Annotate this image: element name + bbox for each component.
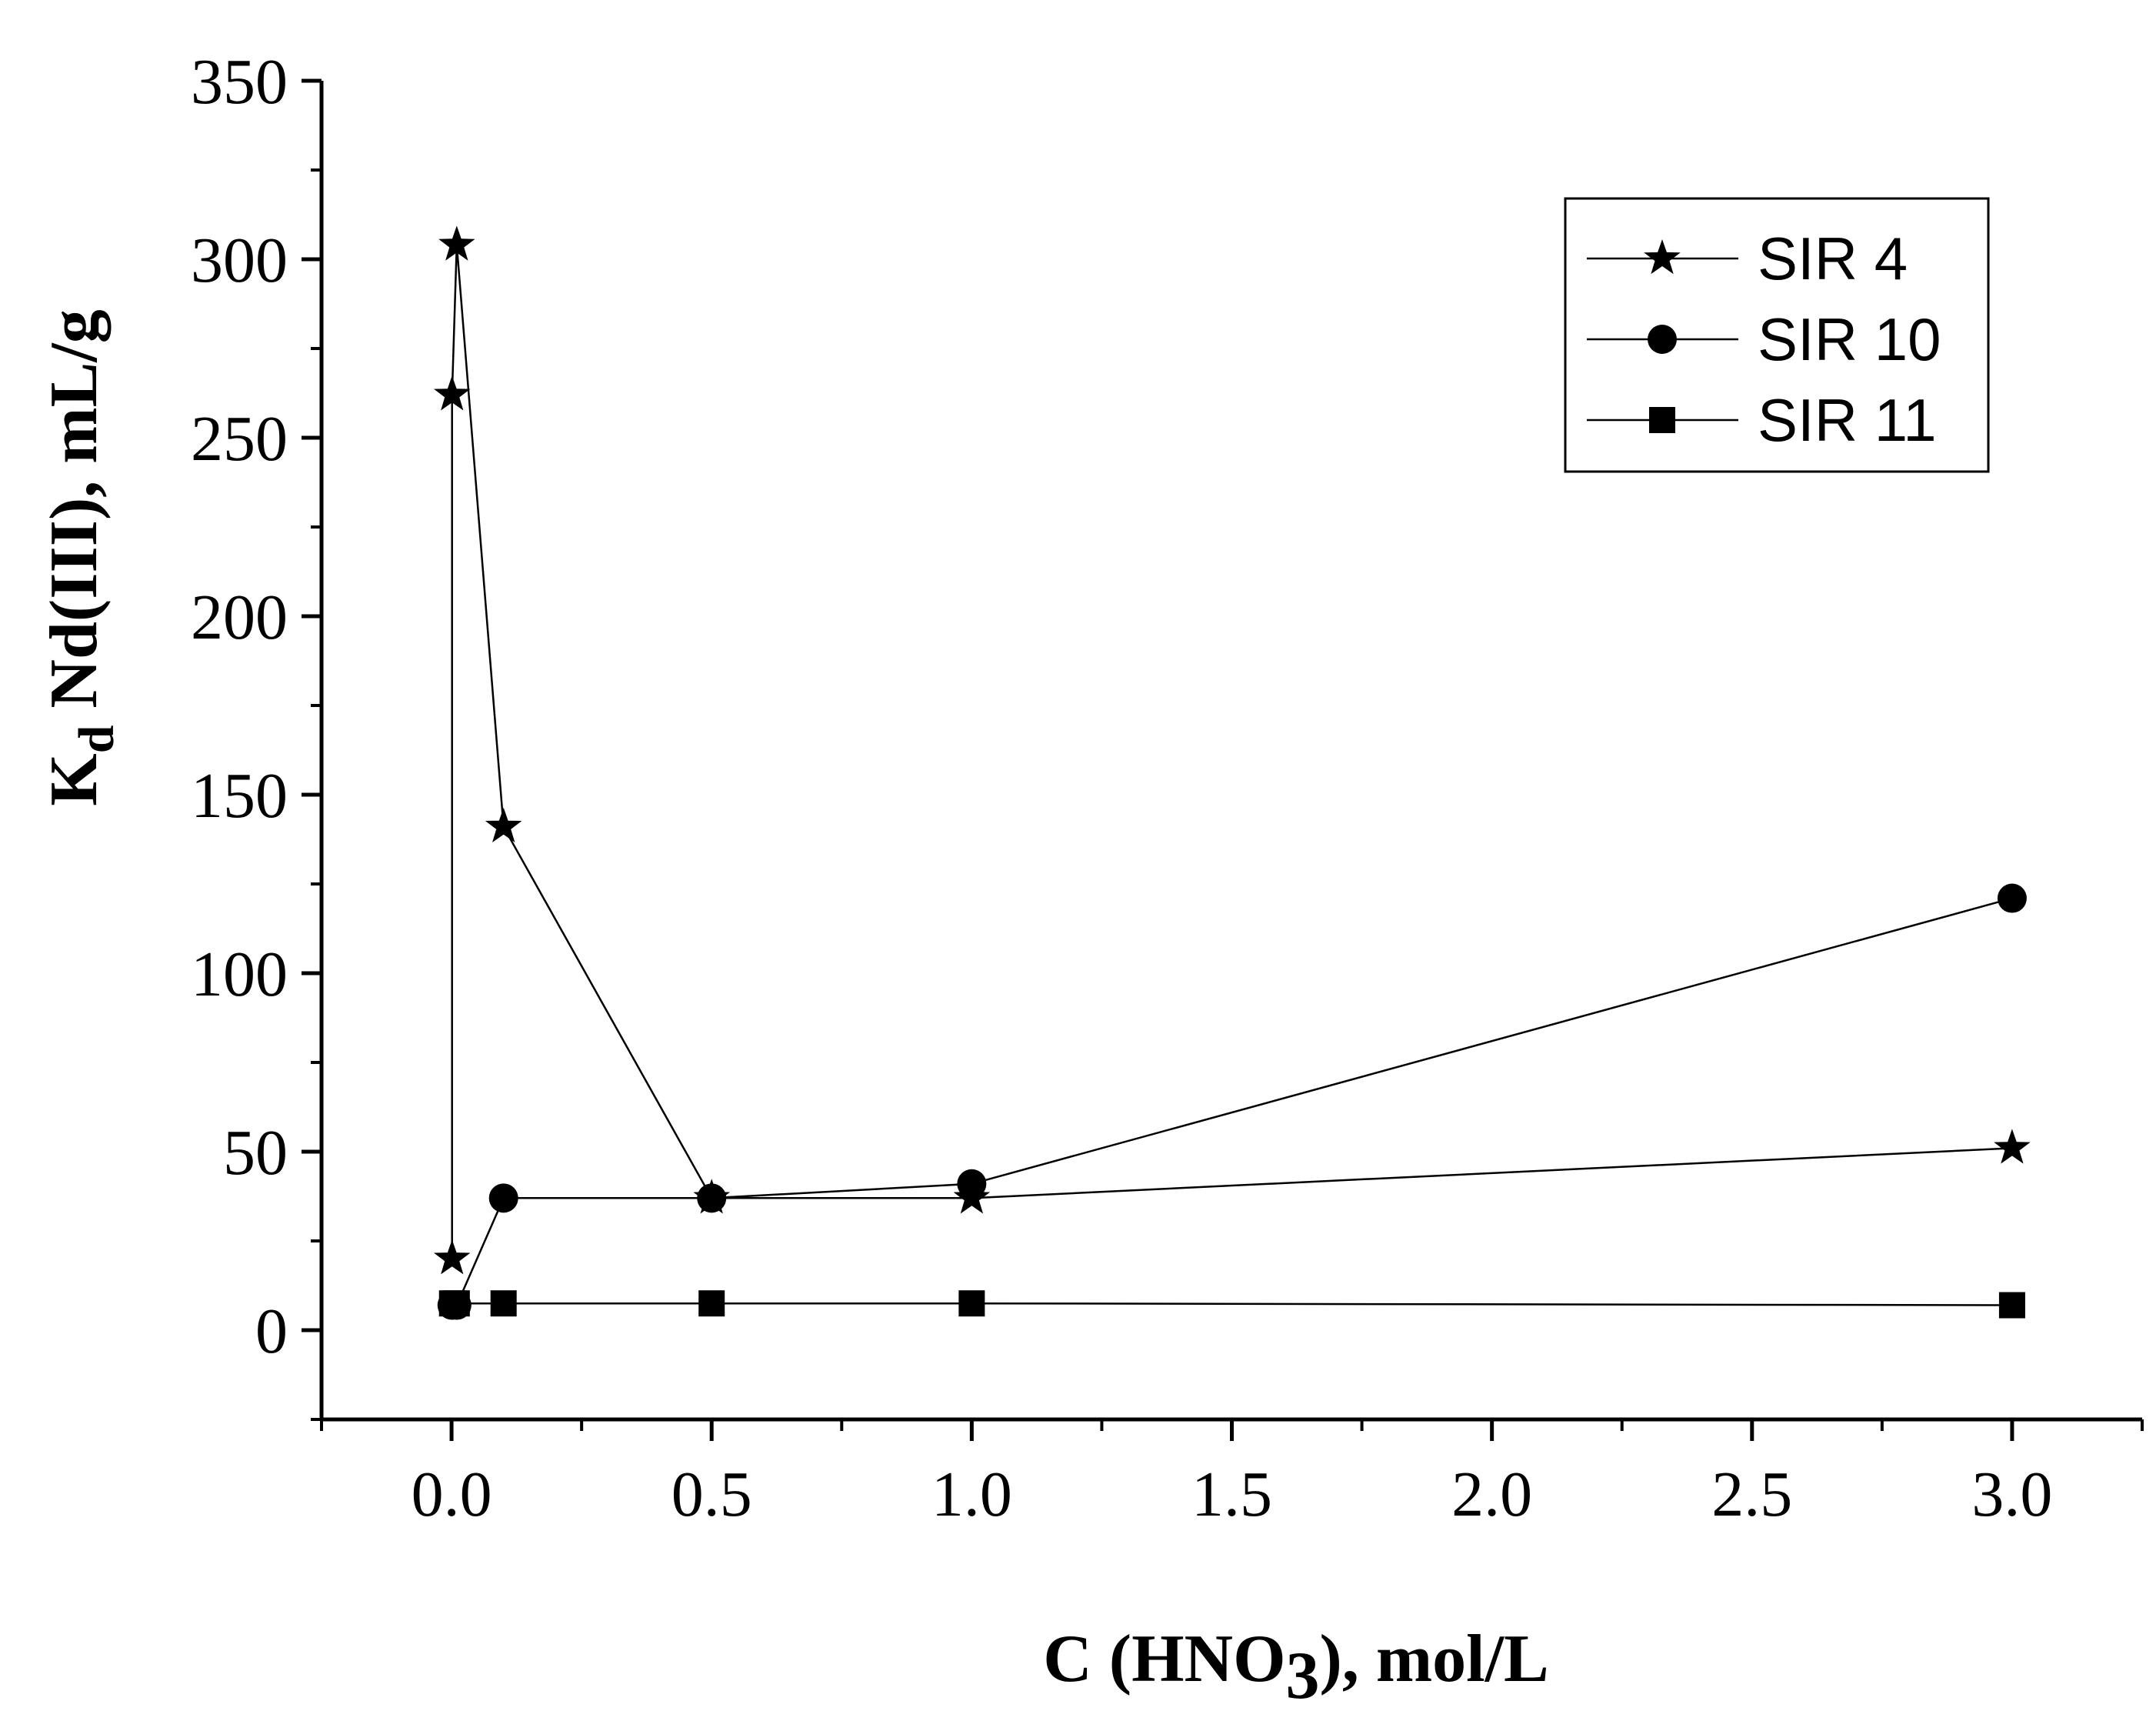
x-tick-label: 2.5 [1711,1459,1792,1530]
y-tick-label: 350 [191,46,288,118]
y-axis-title-k: K [37,753,112,805]
legend-marker-square [1649,407,1675,433]
x-tick-label: 1.0 [931,1459,1012,1530]
x-tick-label: 2.0 [1451,1459,1532,1530]
series-line [452,1302,2012,1306]
legend-marker-circle [1648,325,1677,354]
data-point-square [443,1290,470,1317]
plot-series [434,225,2031,1320]
series-line [452,897,2013,1306]
legend-marker-star [1644,239,1681,275]
data-point-star [438,225,475,261]
x-axis-title-a: C (HNO [1043,1622,1285,1696]
legend-label: SIR 11 [1758,386,1937,454]
data-point-star [1994,1129,2031,1164]
data-point-square [490,1290,517,1317]
x-tick-label: 3.0 [1971,1459,2052,1530]
y-tick-label: 200 [191,582,288,653]
legend: SIR 4 SIR 10 SIR 11 [1564,197,1990,473]
y-axis-title-rest: Nd(III), mL/g [37,309,112,725]
data-point-circle [488,1183,518,1213]
legend-label: SIR 10 [1758,305,1941,373]
legend-label: SIR 4 [1758,225,1908,292]
y-tick-label: 250 [191,403,288,475]
series-group [438,1290,2025,1319]
y-tick-label: 150 [191,760,288,832]
y-axis-title-sub: d [68,725,125,754]
data-point-star [485,807,522,842]
y-tick-label: 50 [223,1117,288,1189]
data-point-circle [1997,883,2027,913]
data-point-star [434,375,471,411]
y-tick-label: 100 [191,939,288,1010]
legend-box [1564,197,1990,473]
data-point-circle [697,1183,727,1213]
x-axis-title-sub: 3 [1286,1639,1320,1713]
y-axis-title: Kd Nd(III), mL/g [37,309,125,805]
x-tick-label: 0.5 [671,1459,752,1530]
plot-axes: 0 50 100 150 200 250 300 350 0.0 0.5 1.0 1.5 2.0 2.5 3… [191,46,2144,1530]
data-point-circle [957,1169,987,1199]
data-point-star [434,1239,471,1275]
y-tick-label: 0 [255,1296,288,1367]
x-axis-title-b: ), mol/L [1320,1622,1549,1696]
data-point-square [698,1290,725,1317]
data-point-square [958,1290,985,1317]
x-tick-label: 1.5 [1191,1459,1272,1530]
x-axis-title: C (HNO3), mol/L [1043,1622,1549,1713]
x-tick-label: 0.0 [412,1459,492,1530]
data-point-square [1998,1292,2025,1319]
series-group [437,883,2027,1320]
y-tick-label: 300 [191,225,288,296]
